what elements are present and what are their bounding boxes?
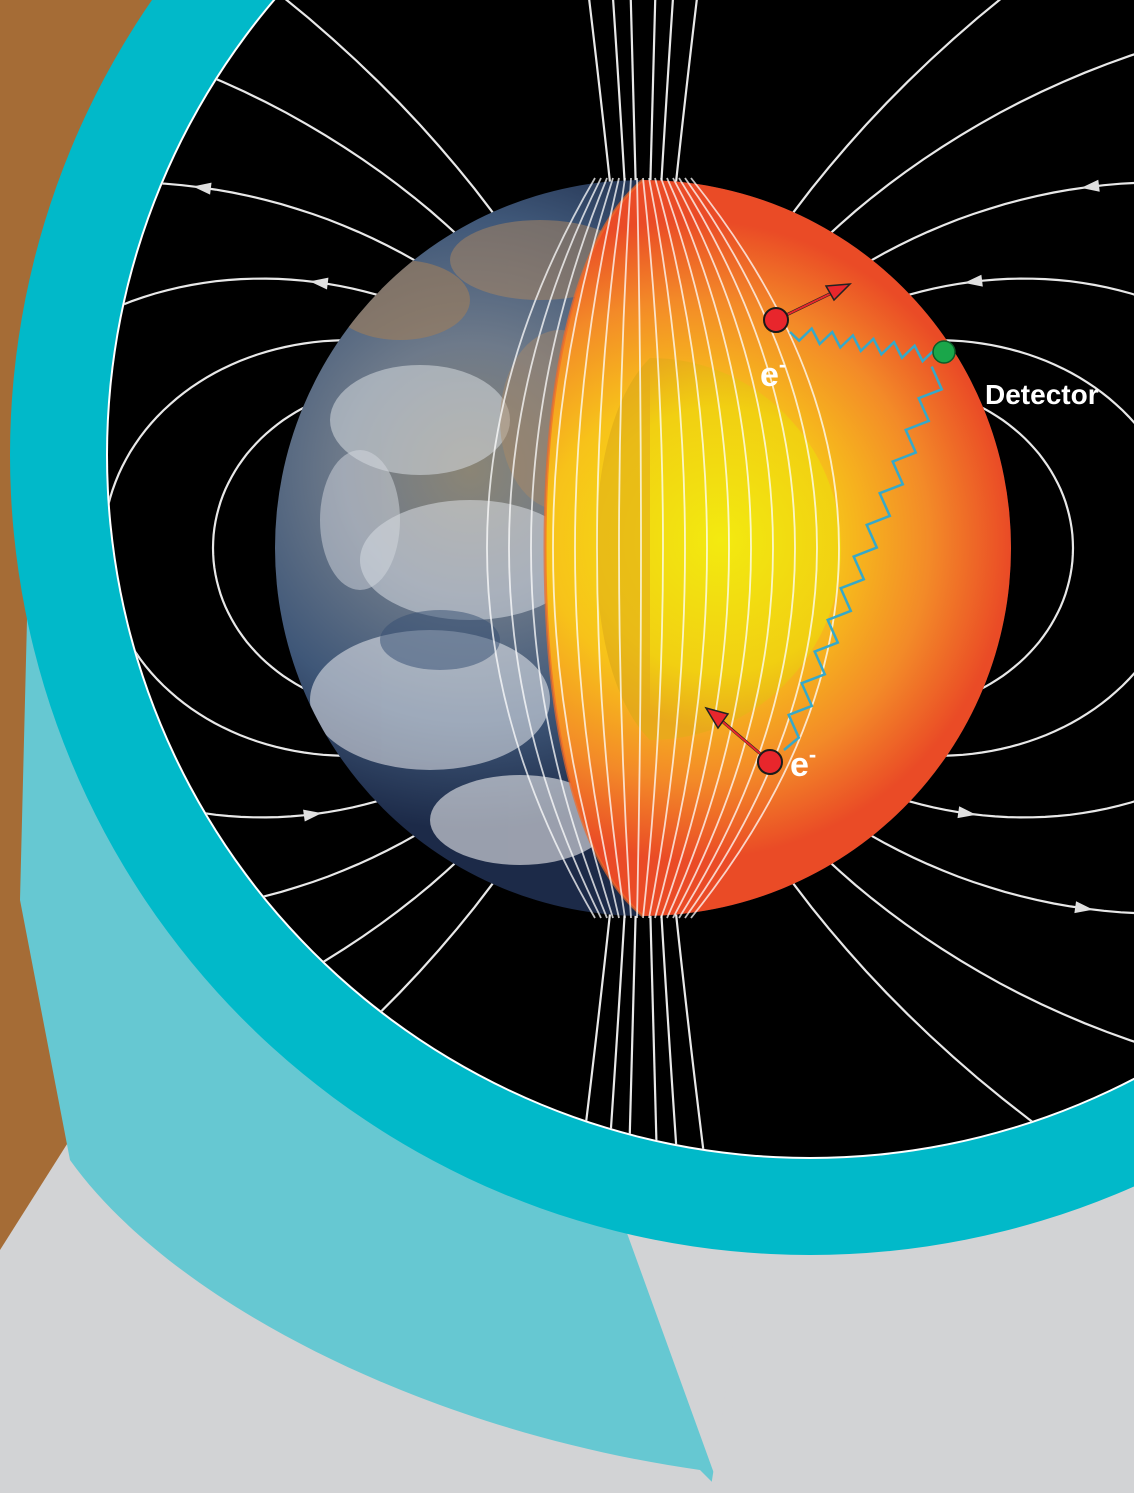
field-line [659, 907, 687, 1157]
field-line [625, 0, 637, 189]
field-arrow-icon [1081, 179, 1100, 192]
field-line [666, 177, 752, 919]
field-line [684, 177, 818, 919]
field-line [654, 177, 708, 919]
electron-icon [757, 749, 783, 775]
spin-arrow-icon [824, 283, 852, 302]
earth-cutaway [543, 178, 1011, 918]
spin-arrow-icon [704, 706, 730, 730]
field-line [648, 177, 686, 919]
electron-label-top: e- [760, 352, 786, 394]
field-line [672, 177, 774, 919]
field-line [486, 177, 596, 919]
field-arrow-icon [192, 182, 212, 195]
field-line [649, 907, 661, 1157]
field-line [678, 177, 796, 919]
field-arrow-icon [309, 277, 329, 290]
field-line [659, 0, 687, 189]
field-line [599, 907, 627, 1157]
field-line [642, 177, 664, 919]
field-line [660, 177, 730, 919]
detector-icon [932, 340, 956, 364]
electron-bottom [704, 706, 783, 775]
field-line [574, 177, 620, 919]
field-line [508, 177, 602, 919]
inner-core [596, 358, 841, 740]
field-arrow-icon [957, 806, 977, 819]
internal-field-lines [486, 177, 840, 919]
photon-wave-top [789, 326, 937, 364]
field-line [566, 907, 612, 1157]
field-line [641, 0, 1134, 1157]
electron-label-bottom: e- [790, 742, 816, 784]
field-line [599, 0, 627, 189]
field-line [566, 0, 612, 189]
field-arrow-icon [1074, 901, 1094, 914]
field-line [690, 177, 840, 919]
field-line [674, 0, 720, 189]
field-arrow-icon [964, 274, 983, 287]
electron-icon [763, 307, 789, 333]
field-line [649, 0, 661, 189]
detector-label: Detector [985, 379, 1099, 410]
electron-top [763, 283, 852, 333]
field-line [636, 177, 642, 919]
field-line [596, 177, 626, 919]
grey-corner [710, 1260, 1134, 1493]
photon-wave-bottom [783, 366, 944, 751]
field-line [552, 177, 614, 919]
field-line [674, 907, 720, 1157]
field-line [530, 177, 608, 919]
field-arrow-icon [303, 809, 322, 822]
field-line [618, 177, 632, 919]
field-line [625, 907, 637, 1157]
